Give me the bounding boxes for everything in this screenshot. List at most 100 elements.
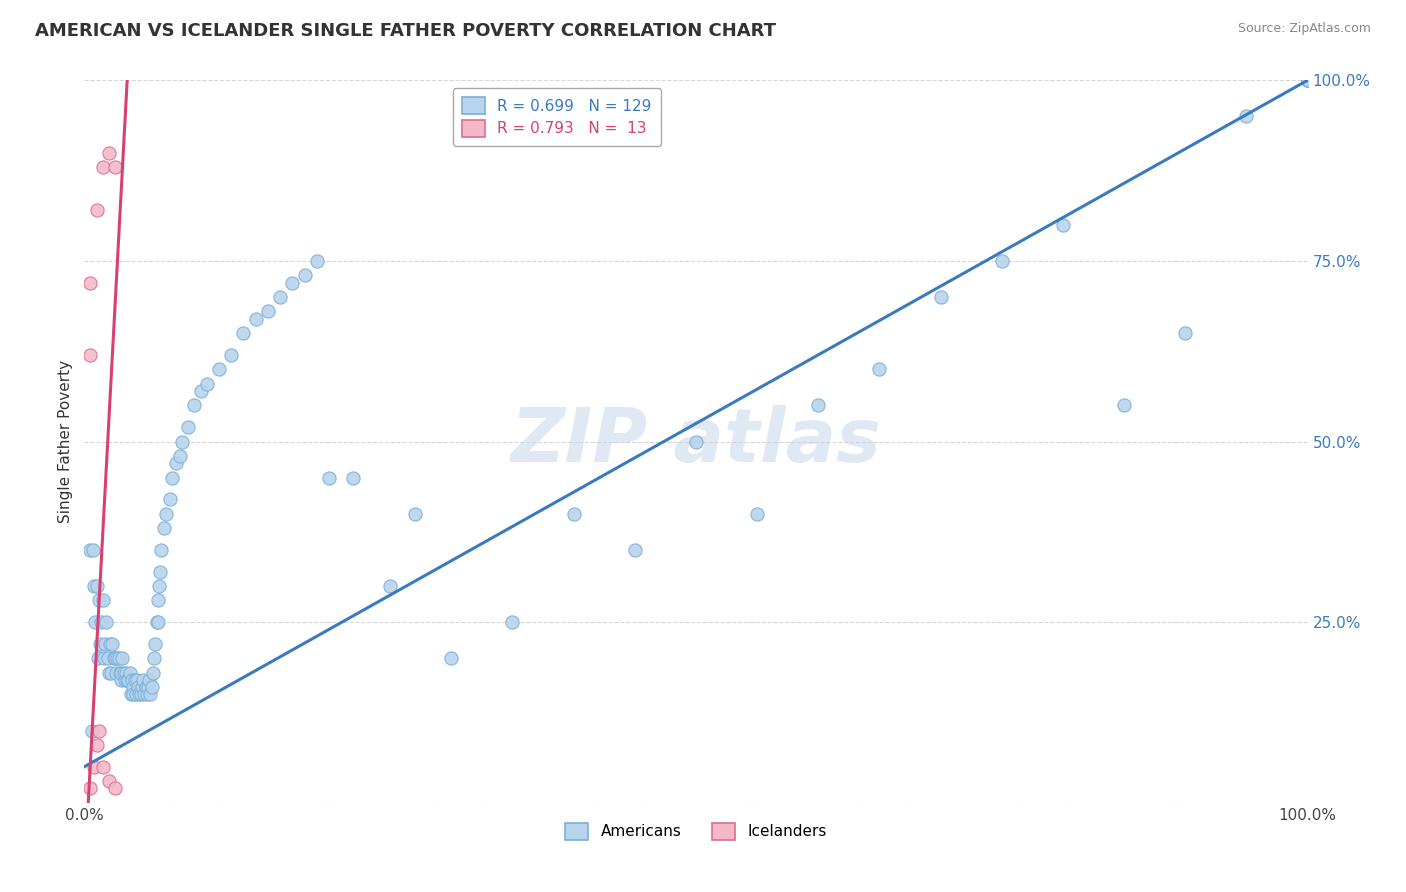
Point: [1296, 73, 1319, 87]
Point: [129, 687, 152, 701]
Point: [105, 651, 128, 665]
Point: [150, 542, 173, 557]
Point: [1296, 73, 1319, 87]
Point: [138, 673, 160, 687]
Point: [79, 542, 101, 557]
Point: [183, 398, 205, 412]
Point: [103, 651, 125, 665]
Point: [1296, 73, 1319, 87]
Point: [104, 160, 127, 174]
Point: [257, 304, 280, 318]
Point: [1296, 73, 1319, 87]
Point: [294, 268, 316, 283]
Point: [1114, 398, 1136, 412]
Point: [112, 665, 135, 680]
Point: [118, 665, 141, 680]
Point: [80, 723, 103, 738]
Point: [117, 673, 139, 687]
Point: [1296, 73, 1319, 87]
Point: [122, 687, 145, 701]
Point: [281, 276, 304, 290]
Point: [1296, 73, 1319, 87]
Point: [134, 687, 156, 701]
Point: [380, 579, 402, 593]
Text: ZIP atlas: ZIP atlas: [510, 405, 882, 478]
Point: [177, 420, 200, 434]
Point: [139, 687, 162, 701]
Point: [1296, 73, 1319, 87]
Point: [172, 434, 194, 449]
Point: [149, 565, 172, 579]
Point: [807, 398, 830, 412]
Point: [115, 673, 138, 687]
Point: [97, 145, 120, 160]
Point: [87, 593, 110, 607]
Point: [132, 673, 155, 687]
Point: [105, 665, 128, 680]
Point: [747, 507, 769, 521]
Point: [155, 507, 177, 521]
Point: [87, 723, 110, 738]
Point: [1296, 73, 1319, 87]
Point: [305, 253, 328, 268]
Point: [104, 651, 127, 665]
Point: [991, 253, 1014, 268]
Point: [1052, 218, 1074, 232]
Point: [79, 781, 101, 796]
Point: [1296, 73, 1319, 87]
Point: [127, 680, 149, 694]
Point: [143, 651, 166, 665]
Point: [97, 651, 120, 665]
Point: [94, 637, 117, 651]
Point: [86, 738, 108, 752]
Point: [219, 348, 242, 362]
Point: [93, 651, 115, 665]
Point: [1296, 73, 1319, 87]
Point: [208, 362, 231, 376]
Point: [91, 760, 114, 774]
Point: [245, 311, 267, 326]
Point: [502, 615, 524, 630]
Point: [148, 579, 170, 593]
Text: Source: ZipAtlas.com: Source: ZipAtlas.com: [1237, 22, 1371, 36]
Point: [110, 665, 132, 680]
Point: [1296, 73, 1319, 87]
Point: [1296, 73, 1319, 87]
Point: [1296, 73, 1319, 87]
Point: [162, 471, 184, 485]
Point: [142, 665, 165, 680]
Point: [1296, 73, 1319, 87]
Point: [84, 615, 107, 630]
Point: [1296, 73, 1319, 87]
Legend: Americans, Icelanders: Americans, Icelanders: [560, 817, 832, 846]
Point: [232, 326, 254, 341]
Point: [1296, 73, 1319, 87]
Point: [121, 673, 143, 687]
Point: [90, 615, 112, 630]
Point: [169, 449, 191, 463]
Point: [87, 651, 110, 665]
Point: [135, 680, 157, 694]
Point: [124, 673, 146, 687]
Point: [146, 615, 169, 630]
Point: [404, 507, 426, 521]
Point: [89, 637, 111, 651]
Point: [1296, 73, 1319, 87]
Point: [100, 665, 122, 680]
Point: [101, 637, 124, 651]
Point: [1174, 326, 1197, 341]
Point: [1296, 73, 1319, 87]
Point: [929, 290, 952, 304]
Point: [110, 673, 132, 687]
Point: [91, 593, 114, 607]
Point: [125, 673, 148, 687]
Point: [318, 471, 340, 485]
Point: [1296, 73, 1319, 87]
Point: [1296, 73, 1319, 87]
Point: [269, 290, 291, 304]
Point: [342, 471, 364, 485]
Point: [869, 362, 891, 376]
Point: [96, 615, 118, 630]
Point: [153, 521, 176, 535]
Point: [82, 542, 104, 557]
